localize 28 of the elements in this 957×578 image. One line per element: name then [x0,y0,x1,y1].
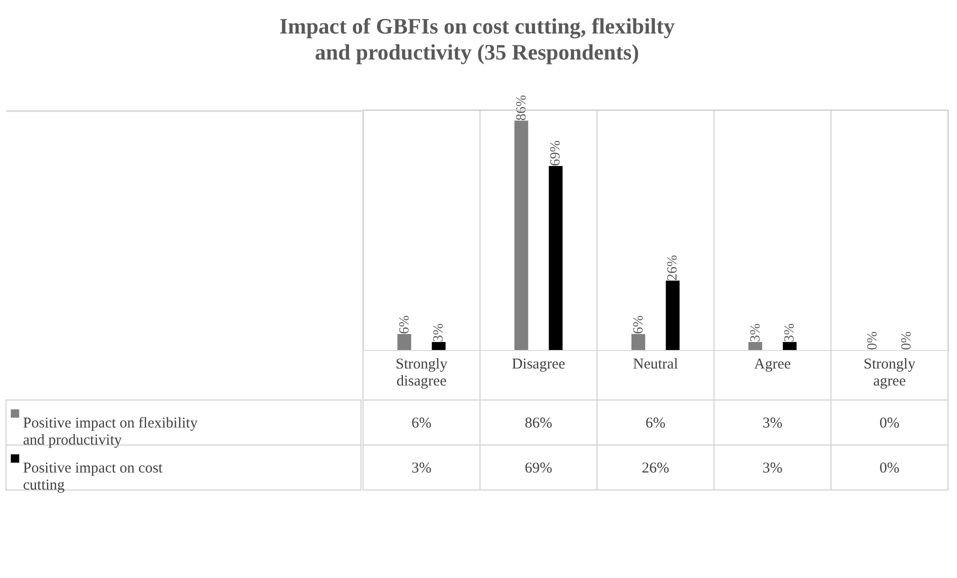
text: 6% [631,315,646,334]
x-tick-label: Agree [754,356,792,372]
x-tick-label: Neutral [633,356,678,372]
legend-label: Positive impact on cost cutting [23,460,164,494]
text: 3% [432,323,447,342]
x-tick-label: Strongly agree [864,356,916,390]
data-label: 0% [880,460,900,476]
data-label: 3% [762,416,782,432]
data-label: 69% [524,460,552,476]
text: 6% [397,315,412,334]
text: 0% [865,331,880,350]
text: 3% [748,323,764,342]
data-label: 6% [646,416,666,432]
legend-label: Positive impact on flexibility and productivity [23,416,198,448]
text: 86% [514,94,530,121]
data-label: 3% [412,460,432,476]
text: 69% [548,140,564,166]
data-label: 26% [642,460,670,476]
chart-title: Impact of GBFIs on cost cutting, flexibilty and productivity (35 Respondents) [279,14,675,65]
x-tick-label: Strongly disagree [396,356,448,390]
data-label: 0% [880,416,900,432]
data-label: 6% [412,416,432,432]
x-tick-label: Disagree [512,356,566,372]
data-label: 86% [524,416,552,432]
text: 0% [900,331,915,350]
text: 3% [782,323,798,342]
text: 26% [666,254,681,281]
data-label: 3% [762,460,782,476]
